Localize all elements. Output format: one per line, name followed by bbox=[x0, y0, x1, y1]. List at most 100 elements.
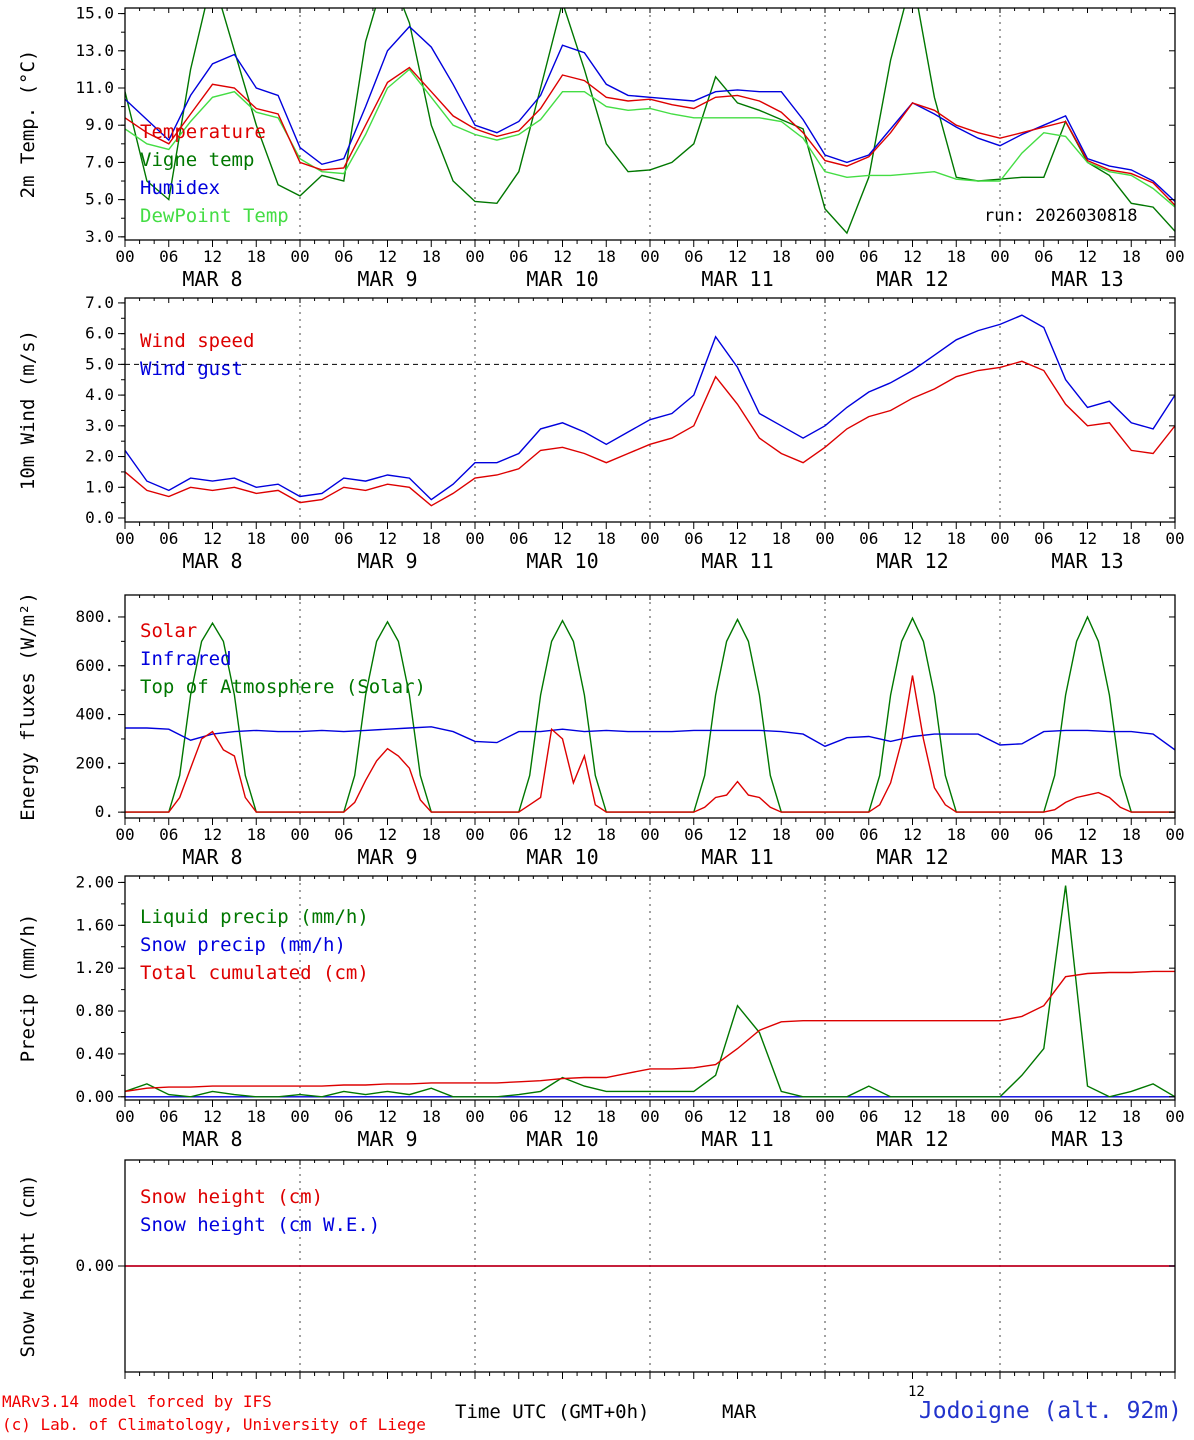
y-tick-label: 1.60 bbox=[75, 915, 114, 934]
x-tick-label: 06 bbox=[159, 825, 178, 844]
legend-temp-3: DewPoint Temp bbox=[140, 205, 289, 227]
legend-wind-1: Wind gust bbox=[140, 358, 243, 380]
y-tick-label: 1.20 bbox=[75, 958, 114, 977]
x-tick-label: 06 bbox=[334, 247, 353, 266]
series-infrared bbox=[125, 726, 1175, 751]
x-tick-label: 06 bbox=[509, 1107, 528, 1126]
x-tick-label: 06 bbox=[1034, 247, 1053, 266]
legend-snow-1: Snow height (cm W.E.) bbox=[140, 1214, 380, 1236]
x-tick-label: 12 bbox=[553, 825, 572, 844]
legend-energy-2: Top of Atmosphere (Solar) bbox=[140, 676, 426, 698]
x-tick-label: 00 bbox=[115, 247, 134, 266]
series-temperature bbox=[125, 66, 1175, 206]
day-label: MAR 13 bbox=[1051, 549, 1123, 573]
x-tick-label: 12 bbox=[553, 1107, 572, 1126]
series-total-cumulated bbox=[125, 970, 1175, 1093]
x-tick-label: 12 bbox=[903, 247, 922, 266]
y-tick-label: 6.0 bbox=[85, 324, 114, 343]
series-wind-gust bbox=[125, 314, 1175, 501]
x-tick-label: 12 bbox=[378, 825, 397, 844]
x-tick-label: 18 bbox=[947, 825, 966, 844]
x-tick-label: 06 bbox=[1034, 1107, 1053, 1126]
x-tick-label: 06 bbox=[509, 825, 528, 844]
x-tick-label: 00 bbox=[465, 1107, 484, 1126]
x-tick-label: 00 bbox=[1165, 1107, 1184, 1126]
day-label: MAR 13 bbox=[1051, 1127, 1123, 1151]
x-tick-label: 00 bbox=[640, 247, 659, 266]
day-label: MAR 13 bbox=[1051, 845, 1123, 869]
y-tick-label: 5.0 bbox=[85, 354, 114, 373]
legend-precip-2: Total cumulated (cm) bbox=[140, 962, 369, 984]
x-tick-label: 12 bbox=[203, 1107, 222, 1126]
x-tick-label: 00 bbox=[1165, 247, 1184, 266]
x-tick-label: 00 bbox=[990, 529, 1009, 548]
y-tick-label: 3.0 bbox=[85, 227, 114, 246]
day-label: MAR 8 bbox=[182, 845, 242, 869]
x-tick-label: 06 bbox=[334, 1107, 353, 1126]
x-tick-label: 18 bbox=[247, 529, 266, 548]
x-tick-label: 06 bbox=[159, 247, 178, 266]
x-tick-label: 06 bbox=[509, 529, 528, 548]
x-tick-label: 06 bbox=[684, 247, 703, 266]
y-tick-label: 7.0 bbox=[85, 152, 114, 171]
series-dewpoint-temp bbox=[125, 68, 1175, 208]
x-tick-label: 06 bbox=[859, 1107, 878, 1126]
y-tick-label: 2.0 bbox=[85, 447, 114, 466]
y-tick-label: 9.0 bbox=[85, 115, 114, 134]
x-tick-label: 00 bbox=[990, 247, 1009, 266]
legend-energy-1: Infrared bbox=[140, 648, 232, 670]
day-label: MAR 12 bbox=[876, 267, 948, 291]
x-tick-label: 18 bbox=[947, 1107, 966, 1126]
y-axis-title: 10m Wind (m/s) bbox=[17, 330, 39, 490]
credit-line-1: MARv3.14 model forced by IFS bbox=[2, 1392, 272, 1411]
x-tick-label: 12 bbox=[378, 1107, 397, 1126]
x-tick-label: 18 bbox=[1122, 1107, 1141, 1126]
x-tick-label: 18 bbox=[597, 529, 616, 548]
y-tick-label: 2.00 bbox=[75, 872, 114, 891]
y-tick-label: 11.0 bbox=[75, 78, 114, 97]
panel-energy: 00 06 12 18 00 06 12 18 00 06 12 18 00 06 12 18 00 06 12 18… bbox=[17, 592, 1185, 869]
y-axis-title: Energy fluxes (W/m²) bbox=[17, 592, 39, 821]
day-label: MAR 11 bbox=[701, 549, 773, 573]
panel-wind: 00 06 12 18 00 06 12 18 00 06 12 18 00 06 12 18 00 06 12 18… bbox=[17, 293, 1185, 573]
y-axis-title: Snow height (cm) bbox=[17, 1174, 39, 1357]
x-tick-label: 18 bbox=[247, 247, 266, 266]
x-tick-label: 00 bbox=[465, 825, 484, 844]
x-tick-label: 00 bbox=[640, 1107, 659, 1126]
x-tick-label: 18 bbox=[1122, 825, 1141, 844]
x-tick-label: 12 bbox=[728, 247, 747, 266]
x-tick-label: 18 bbox=[422, 529, 441, 548]
legend-temp-0: Temperature bbox=[140, 121, 266, 143]
run-label: run: 2026030818 bbox=[984, 206, 1138, 226]
x-tick-label: 12 bbox=[203, 247, 222, 266]
day-label: MAR 9 bbox=[357, 267, 417, 291]
station-label: Jodoigne (alt. 92m) bbox=[918, 1398, 1182, 1424]
x-tick-label: 00 bbox=[815, 825, 834, 844]
x-tick-label: 18 bbox=[247, 1107, 266, 1126]
y-tick-label: 1.0 bbox=[85, 477, 114, 496]
x-tick-label: 00 bbox=[990, 825, 1009, 844]
series-humidex bbox=[125, 25, 1175, 203]
y-tick-label: 7.0 bbox=[85, 293, 114, 312]
legend-precip-0: Liquid precip (mm/h) bbox=[140, 906, 369, 928]
x-tick-label: 12 bbox=[553, 529, 572, 548]
day-label: MAR 12 bbox=[876, 1127, 948, 1151]
day-label: MAR 8 bbox=[182, 1127, 242, 1151]
x-tick-label: 00 bbox=[640, 529, 659, 548]
series-solar bbox=[125, 675, 1175, 813]
day-label: MAR 9 bbox=[357, 1127, 417, 1151]
stray-tick-label: 12 bbox=[908, 1384, 925, 1400]
x-tick-label: 18 bbox=[1122, 247, 1141, 266]
day-label: MAR 8 bbox=[182, 549, 242, 573]
panel-precip: 00 06 12 18 00 06 12 18 00 06 12 18 00 06 12 18 00 06 12 18… bbox=[17, 872, 1185, 1151]
day-label: MAR 11 bbox=[701, 845, 773, 869]
y-tick-label: 0. bbox=[95, 802, 114, 821]
x-tick-label: 12 bbox=[203, 529, 222, 548]
x-tick-label: 18 bbox=[247, 825, 266, 844]
x-tick-label: 00 bbox=[815, 529, 834, 548]
x-tick-label: 06 bbox=[684, 1107, 703, 1126]
panel-snow: 0.00 Snow height (cm) Snow height (cm) Snow… bbox=[17, 1159, 1176, 1379]
x-tick-label: 12 bbox=[1078, 247, 1097, 266]
